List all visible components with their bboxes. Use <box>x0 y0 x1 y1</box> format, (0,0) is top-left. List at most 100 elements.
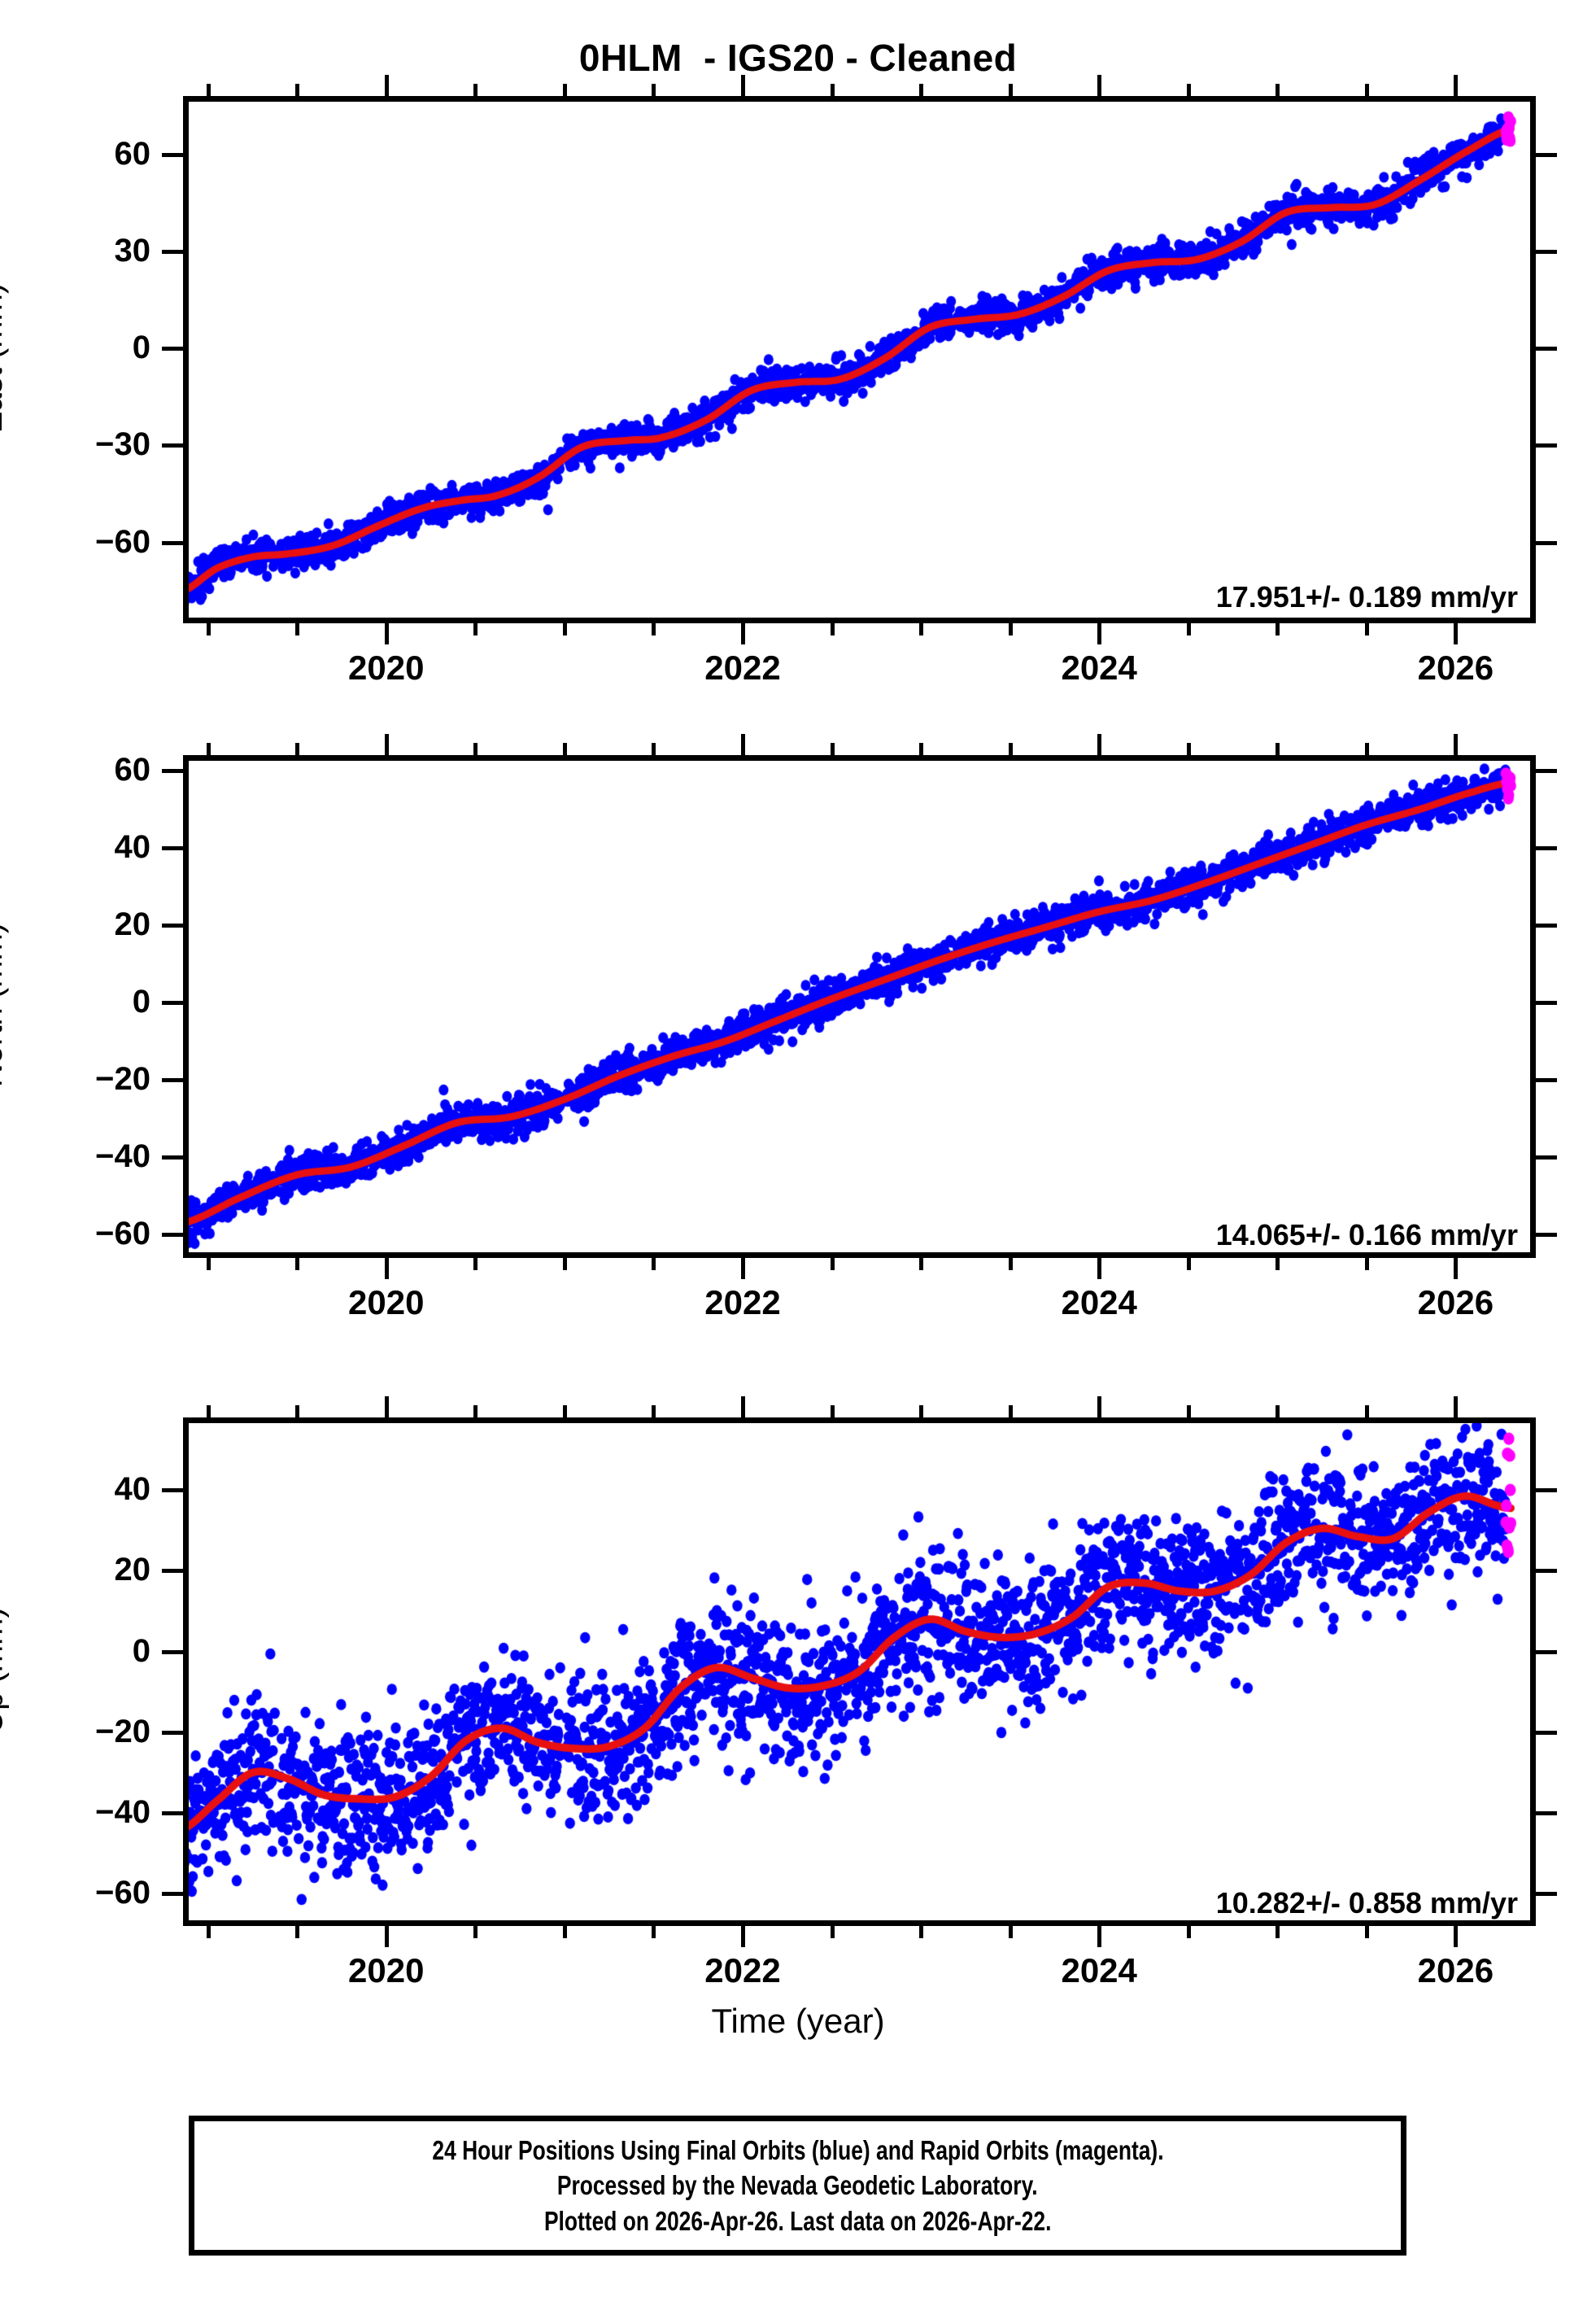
x-minor-tick-mark <box>562 623 567 635</box>
y-tick-mark <box>162 1569 183 1574</box>
x-minor-tick-mark-top <box>473 1405 478 1417</box>
y-tick-mark-right <box>1536 152 1557 157</box>
x-minor-tick-mark-top <box>1364 84 1369 96</box>
x-major-tick-mark-top <box>740 1396 745 1417</box>
x-major-tick-mark <box>384 1258 389 1279</box>
rate-annotation-east: 17.951+/- 0.189 mm/yr <box>1215 580 1518 614</box>
y-tick-mark-right <box>1536 1155 1557 1160</box>
x-tick-label: 2024 <box>1061 649 1137 687</box>
x-minor-tick-mark <box>1275 1258 1280 1270</box>
x-minor-tick-mark <box>206 1258 211 1270</box>
x-minor-tick-mark <box>652 1258 656 1270</box>
x-major-tick-mark-top <box>1097 734 1102 755</box>
caption-line-1: 24 Hour Positions Using Final Orbits (bl… <box>431 2134 1164 2165</box>
y-tick-mark <box>162 846 183 851</box>
y-tick-mark <box>162 1811 183 1816</box>
y-tick-mark-right <box>1536 249 1557 254</box>
x-minor-tick-mark <box>1186 623 1191 635</box>
y-tick-label: 0 <box>132 1632 150 1669</box>
caption-line-2: Processed by the Nevada Geodetic Laborat… <box>557 2170 1038 2201</box>
x-minor-tick-mark-top <box>1275 743 1280 755</box>
y-tick-mark-right <box>1536 347 1557 352</box>
y-tick-label: 30 <box>114 232 151 269</box>
x-major-tick-mark <box>740 623 745 644</box>
panel-up: 10.282+/- 0.858 mm/yr <box>183 1417 1536 1926</box>
x-minor-tick-mark <box>1186 1926 1191 1938</box>
x-tick-label: 2024 <box>1061 1951 1137 1989</box>
x-major-tick-mark-top <box>1454 734 1459 755</box>
x-major-tick-mark <box>1097 623 1102 644</box>
y-tick-mark <box>162 924 183 928</box>
x-minor-tick-mark-top <box>919 743 924 755</box>
x-minor-tick-mark-top <box>1186 84 1191 96</box>
x-major-tick-mark <box>740 1258 745 1279</box>
x-minor-tick-mark-top <box>562 743 567 755</box>
y-tick-mark-right <box>1536 1569 1557 1574</box>
y-tick-mark <box>162 249 183 254</box>
x-minor-tick-mark-top <box>1008 1405 1013 1417</box>
y-tick-mark-right <box>1536 1892 1557 1897</box>
rate-annotation-north: 14.065+/- 0.166 mm/yr <box>1215 1218 1518 1251</box>
x-minor-tick-mark-top <box>830 84 835 96</box>
x-minor-tick-mark <box>919 1926 924 1938</box>
x-tick-label: 2020 <box>348 1283 425 1321</box>
y-tick-mark <box>162 769 183 773</box>
x-minor-tick-mark <box>295 623 300 635</box>
y-tick-label: 40 <box>114 829 151 866</box>
x-minor-tick-mark <box>830 1926 835 1938</box>
x-major-tick-mark-top <box>384 1396 389 1417</box>
x-minor-tick-mark <box>919 623 924 635</box>
x-tick-label: 2022 <box>704 649 781 687</box>
x-major-tick-mark <box>740 1926 745 1947</box>
x-major-tick-mark <box>1097 1258 1102 1279</box>
x-minor-tick-mark <box>473 1926 478 1938</box>
x-major-tick-mark <box>1454 623 1459 644</box>
x-minor-tick-mark-top <box>919 84 924 96</box>
x-minor-tick-mark <box>1364 1258 1369 1270</box>
x-minor-tick-mark <box>473 623 478 635</box>
x-minor-tick-mark <box>1364 623 1369 635</box>
caption-box: 24 Hour Positions Using Final Orbits (bl… <box>189 2116 1406 2256</box>
x-minor-tick-mark <box>1275 623 1280 635</box>
x-axis-label: Time (year) <box>711 2002 885 2040</box>
y-tick-mark-right <box>1536 846 1557 851</box>
x-minor-tick-mark-top <box>473 84 478 96</box>
y-tick-label: −20 <box>95 1061 150 1098</box>
y-tick-mark-right <box>1536 924 1557 928</box>
y-tick-mark-right <box>1536 1078 1557 1083</box>
x-tick-label: 2024 <box>1061 1283 1137 1321</box>
page-title: 0HLM - IGS20 - Cleaned <box>578 37 1018 79</box>
x-minor-tick-mark <box>652 623 656 635</box>
panel-up-frame <box>183 1417 1536 1926</box>
y-tick-mark-right <box>1536 1488 1557 1493</box>
x-major-tick-mark <box>1454 1258 1459 1279</box>
y-tick-mark <box>162 1649 183 1654</box>
y-tick-label: −30 <box>95 426 150 463</box>
y-tick-label: −20 <box>95 1713 150 1749</box>
x-tick-label: 2026 <box>1417 1283 1494 1321</box>
panel-north-frame <box>183 755 1536 1258</box>
x-minor-tick-mark <box>562 1258 567 1270</box>
y-tick-label: 60 <box>114 752 151 788</box>
x-minor-tick-mark-top <box>1364 743 1369 755</box>
x-major-tick-mark <box>1097 1926 1102 1947</box>
x-minor-tick-mark <box>1008 1258 1013 1270</box>
panel-north: 14.065+/- 0.166 mm/yr <box>183 755 1536 1258</box>
x-minor-tick-mark-top <box>295 743 300 755</box>
x-minor-tick-mark-top <box>830 1405 835 1417</box>
x-tick-label: 2026 <box>1417 1951 1494 1989</box>
panel-east-plot-area <box>183 96 1536 623</box>
x-tick-label: 2020 <box>348 649 425 687</box>
x-minor-tick-mark <box>206 623 211 635</box>
y-axis-label-up: Up (mm) <box>0 1606 9 1734</box>
x-major-tick-mark-top <box>384 734 389 755</box>
y-tick-mark <box>162 1078 183 1083</box>
x-minor-tick-mark-top <box>652 743 656 755</box>
panel-up-plot-area <box>183 1417 1536 1926</box>
x-minor-tick-mark-top <box>562 1405 567 1417</box>
y-tick-mark-right <box>1536 1649 1557 1654</box>
x-minor-tick-mark-top <box>1275 84 1280 96</box>
x-minor-tick-mark <box>562 1926 567 1938</box>
x-minor-tick-mark-top <box>295 1405 300 1417</box>
